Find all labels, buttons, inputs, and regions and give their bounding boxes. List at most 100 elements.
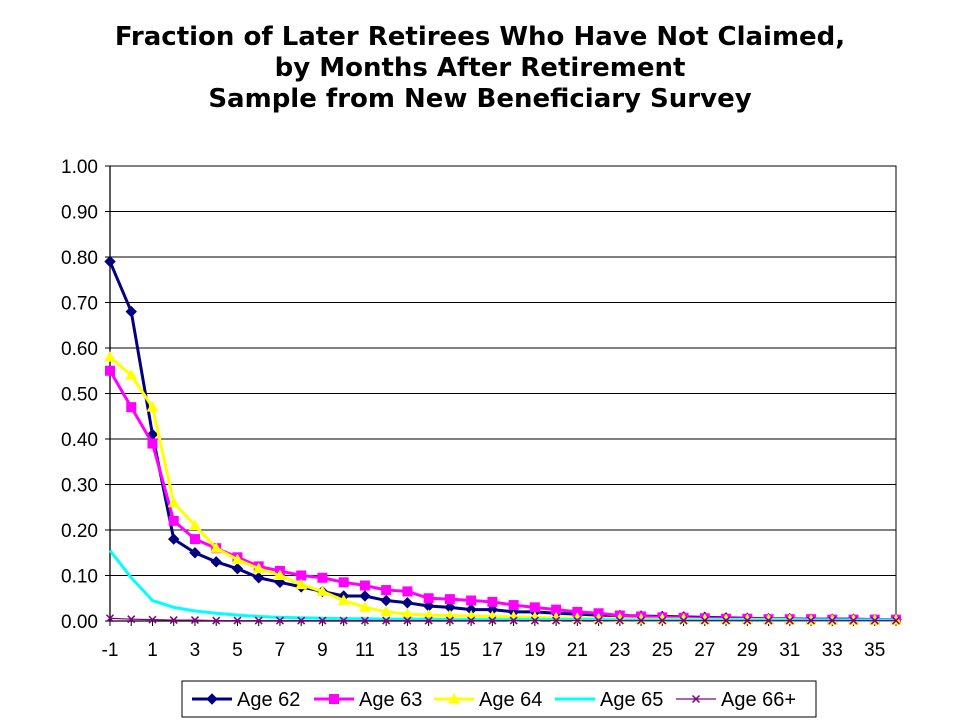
x-tick-label: 31 xyxy=(779,640,800,661)
data-point xyxy=(403,616,412,625)
legend-item: Age 66+ xyxy=(676,689,796,711)
marker-stroke xyxy=(658,616,667,625)
marker-stroke xyxy=(785,616,794,625)
marker-stroke xyxy=(403,616,412,625)
x-axis-ticks: -1 1 3 5 7 9 11 13 15 17 19 21 23 25 27 29 31 33 35 xyxy=(102,640,886,661)
data-point xyxy=(401,597,414,609)
marker-stroke xyxy=(700,616,709,625)
data-point xyxy=(529,602,540,613)
marker-stroke xyxy=(190,616,200,625)
y-tick-label: 0.10 xyxy=(61,567,98,588)
data-point xyxy=(210,542,223,553)
chart-title-line-3: Sample from New Beneficiary Survey xyxy=(208,84,752,114)
y-tick-label: 0.60 xyxy=(61,339,98,360)
data-point xyxy=(445,616,454,625)
data-point xyxy=(401,608,414,619)
data-point xyxy=(189,547,201,559)
marker-stroke xyxy=(297,616,306,625)
data-point xyxy=(318,616,327,625)
data-point xyxy=(254,616,263,625)
x-tick-label: 35 xyxy=(864,640,885,661)
data-point xyxy=(849,616,858,625)
y-axis-ticks: 0.00 0.10 0.20 0.30 0.40 0.50 0.60 0.70 0.80 0.90… xyxy=(61,157,98,633)
data-point xyxy=(190,616,200,625)
data-point xyxy=(381,585,392,596)
data-point xyxy=(382,616,391,625)
series-age-64 xyxy=(104,351,902,625)
marker-stroke xyxy=(679,616,688,625)
y-tick-label: 1.00 xyxy=(61,157,98,178)
legend-label: Age 65 xyxy=(600,689,663,711)
data-point xyxy=(722,616,731,625)
legend-swatch-marker xyxy=(206,693,218,705)
data-point xyxy=(380,605,393,617)
series-line xyxy=(109,617,896,622)
marker-stroke xyxy=(318,616,327,625)
marker-stroke xyxy=(360,616,369,625)
marker-stroke xyxy=(594,616,603,625)
data-point xyxy=(402,586,413,597)
legend-label: Age 66+ xyxy=(721,689,796,711)
x-tick-label: -1 xyxy=(102,640,119,661)
data-point xyxy=(891,616,901,625)
y-tick-label: 0.50 xyxy=(61,385,98,406)
data-point xyxy=(359,580,370,591)
marker-stroke xyxy=(382,616,391,625)
data-point xyxy=(188,519,201,530)
marker-stroke xyxy=(212,616,221,625)
legend-swatch-marker xyxy=(329,694,339,704)
gridlines xyxy=(110,165,896,576)
y-tick-label: 0.20 xyxy=(61,521,98,542)
data-point xyxy=(273,569,286,580)
data-point xyxy=(168,515,179,526)
data-point xyxy=(700,616,709,625)
marker-stroke xyxy=(105,614,115,623)
data-point xyxy=(509,616,518,625)
data-point xyxy=(146,401,159,412)
data-point xyxy=(126,402,137,413)
data-point xyxy=(615,616,624,625)
data-point xyxy=(424,616,433,625)
data-point xyxy=(104,255,116,268)
data-point xyxy=(530,616,539,625)
data-point xyxy=(467,616,476,625)
data-point xyxy=(552,616,561,625)
data-point xyxy=(169,616,178,625)
chart-title-line-1: Fraction of Later Retirees Who Have Not … xyxy=(114,22,846,52)
data-point xyxy=(870,616,879,625)
data-point xyxy=(380,594,392,607)
data-point xyxy=(295,578,308,590)
data-point xyxy=(212,616,221,625)
marker-stroke xyxy=(169,616,178,625)
data-point xyxy=(806,616,816,625)
data-point xyxy=(210,556,222,568)
series-line xyxy=(109,355,896,622)
data-point xyxy=(125,305,137,318)
x-tick-label: 5 xyxy=(232,640,243,661)
data-point xyxy=(338,577,349,588)
chart-title: Fraction of Later Retirees Who Have Not … xyxy=(0,22,960,115)
marker-stroke xyxy=(637,616,646,625)
data-point xyxy=(360,616,369,625)
data-point xyxy=(233,616,242,625)
marker-stroke xyxy=(573,616,582,625)
data-point xyxy=(316,585,329,596)
y-tick-label: 0.30 xyxy=(61,476,98,497)
marker-stroke xyxy=(445,616,454,625)
x-tick-label: 11 xyxy=(355,640,375,661)
marker-stroke xyxy=(870,616,879,625)
y-tick-label: 0.80 xyxy=(61,248,98,269)
x-tick-label: 23 xyxy=(609,640,630,661)
data-point xyxy=(252,562,265,574)
data-point xyxy=(359,590,371,602)
data-point xyxy=(785,616,794,625)
legend-item: Age 63 xyxy=(314,689,422,711)
data-point xyxy=(508,600,519,611)
x-tick-label: 15 xyxy=(439,640,460,661)
series-group xyxy=(104,255,902,626)
marker-stroke xyxy=(127,615,136,624)
marker-stroke xyxy=(488,616,497,625)
data-point xyxy=(594,616,603,625)
data-point xyxy=(127,615,136,624)
